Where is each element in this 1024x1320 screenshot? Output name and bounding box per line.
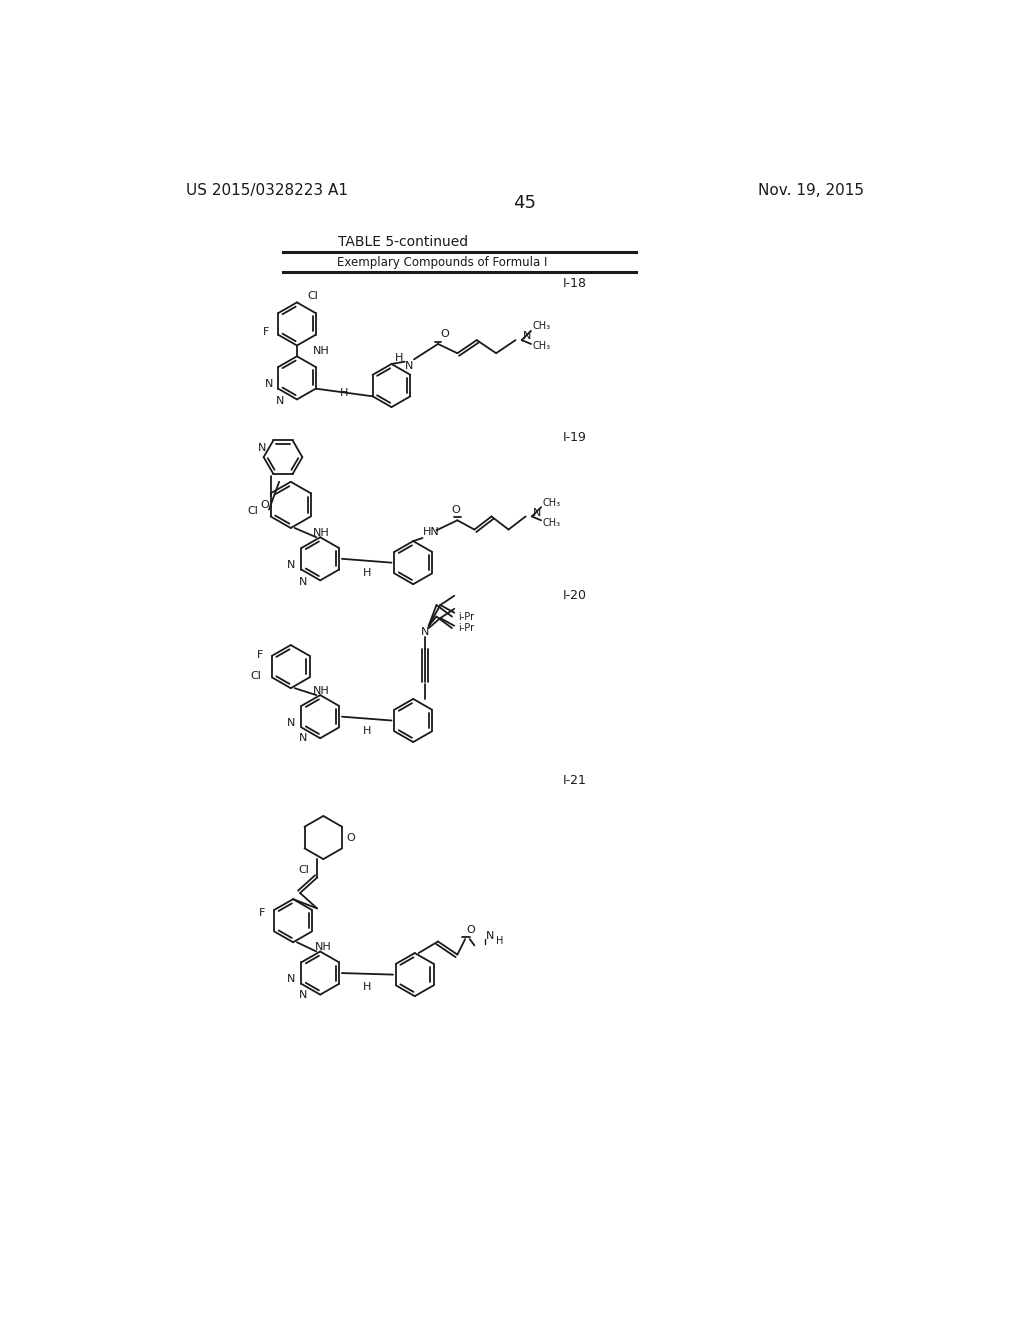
Text: HN: HN [423,527,439,537]
Text: O: O [260,500,269,510]
Text: Nov. 19, 2015: Nov. 19, 2015 [758,183,864,198]
Text: H: H [364,982,372,991]
Text: N: N [287,560,295,570]
Text: N: N [287,718,295,727]
Text: CH₃: CH₃ [532,321,551,331]
Text: CH₃: CH₃ [532,342,551,351]
Text: N: N [299,577,307,587]
Text: F: F [257,649,263,660]
Text: N: N [523,331,531,342]
Text: N: N [287,974,295,985]
Text: 45: 45 [513,194,537,213]
Text: O: O [467,925,475,935]
Text: N: N [486,931,495,941]
Text: CH₃: CH₃ [543,498,561,508]
Text: I-20: I-20 [563,589,587,602]
Text: US 2015/0328223 A1: US 2015/0328223 A1 [186,183,348,198]
Text: H: H [395,352,403,363]
Text: F: F [263,326,269,337]
Text: i-Pr: i-Pr [458,611,474,622]
Text: H: H [362,726,371,735]
Text: H: H [496,936,504,946]
Text: TABLE 5-continued: TABLE 5-continued [338,235,468,248]
Text: NH: NH [312,528,329,537]
Text: i-Pr: i-Pr [458,623,474,634]
Text: F: F [259,908,265,917]
Text: CH₃: CH₃ [543,517,561,528]
Text: H: H [362,568,371,578]
Text: O: O [346,833,355,842]
Text: N: N [275,396,284,407]
Text: O: O [452,504,460,515]
Text: NH: NH [314,942,332,952]
Text: N: N [299,733,307,743]
Text: I-18: I-18 [563,277,587,290]
Text: N: N [299,990,307,999]
Text: Cl: Cl [248,506,258,516]
Text: I-19: I-19 [563,432,587,445]
Text: N: N [421,627,429,638]
Text: N: N [534,508,542,517]
Text: NH: NH [312,686,329,696]
Text: O: O [440,329,450,339]
Text: N: N [258,444,266,453]
Text: Cl: Cl [251,671,261,681]
Text: N: N [264,379,273,389]
Text: NH: NH [312,346,329,356]
Text: N: N [406,360,414,371]
Text: Cl: Cl [298,865,309,875]
Text: Cl: Cl [308,292,318,301]
Text: Exemplary Compounds of Formula I: Exemplary Compounds of Formula I [337,256,548,269]
Text: H: H [340,388,348,399]
Text: I-21: I-21 [563,774,587,787]
